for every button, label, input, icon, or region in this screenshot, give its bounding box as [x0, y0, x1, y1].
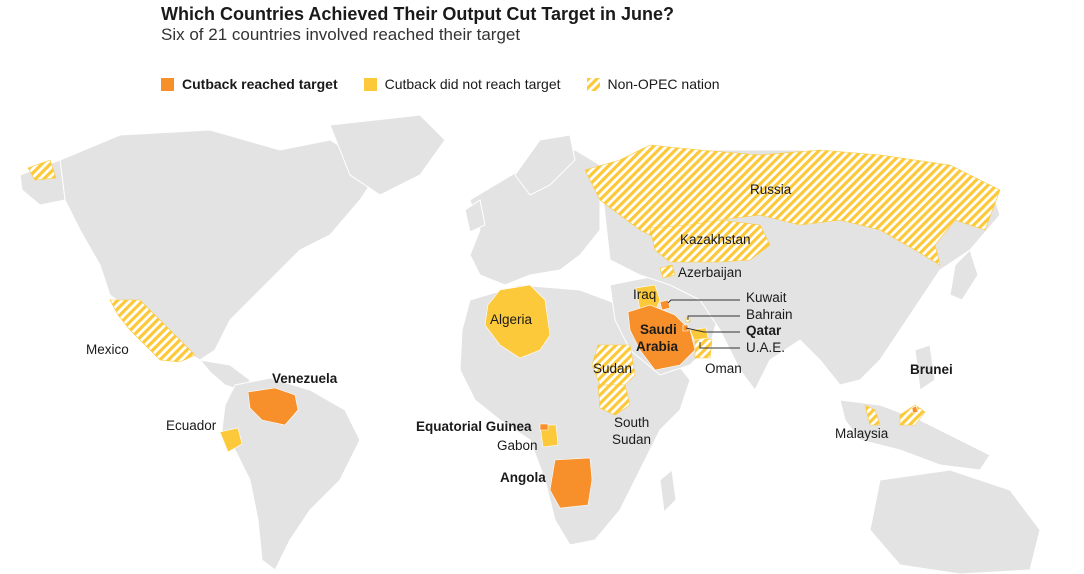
- non-opec-countries: [27, 144, 1001, 426]
- land-scandinavia: [514, 134, 576, 196]
- label-ecuador: Ecuador: [166, 418, 217, 433]
- country-malaysia-east: [899, 404, 926, 426]
- country-malaysia-west: [864, 404, 881, 426]
- country-ecuador: [219, 427, 243, 453]
- country-brunei: [911, 405, 919, 414]
- label-oman: Oman: [705, 361, 742, 376]
- country-azerbaijan: [659, 264, 676, 279]
- leader-uae: [699, 342, 740, 349]
- opec-reached: [247, 299, 919, 509]
- land-japan: [949, 249, 979, 301]
- label-mexico: Mexico: [86, 342, 129, 357]
- land-north-america: [59, 129, 381, 361]
- legend-item-reached: Cutback reached target: [161, 76, 338, 92]
- land-se-asia: [839, 399, 991, 471]
- country-south-sudan: [597, 384, 631, 416]
- label-algeria: Algeria: [490, 312, 533, 327]
- legend-label-non-opec: Non-OPEC nation: [607, 76, 720, 92]
- country-angola: [549, 457, 593, 509]
- legend-label-reached: Cutback reached target: [182, 76, 338, 92]
- land-alaska: [19, 159, 66, 206]
- label-south-sudan-1: South: [614, 415, 649, 430]
- land-madagascar: [659, 469, 677, 514]
- label-uae: U.A.E.: [746, 340, 785, 355]
- leader-kuwait: [667, 299, 740, 304]
- label-bahrain: Bahrain: [746, 307, 793, 322]
- country-bahrain: [685, 317, 691, 323]
- label-eq-guinea: Equatorial Guinea: [416, 419, 532, 434]
- land-central-america: [198, 359, 251, 393]
- legend-item-not-reached: Cutback did not reach target: [363, 76, 561, 92]
- country-oman: [694, 334, 713, 359]
- country-labels: Russia Kazakhstan Azerbaijan Iraq Kuwait…: [86, 182, 953, 485]
- label-gabon: Gabon: [497, 438, 538, 453]
- label-brunei: Brunei: [910, 362, 953, 377]
- label-sudan: Sudan: [593, 361, 632, 376]
- country-venezuela: [247, 387, 299, 426]
- country-kazakhstan: [649, 219, 771, 263]
- legend-label-not-reached: Cutback did not reach target: [384, 76, 561, 92]
- label-venezuela: Venezuela: [272, 371, 338, 386]
- opec-not-reached: [219, 284, 709, 453]
- land-philippines: [914, 344, 936, 391]
- leader-lines: [667, 299, 740, 349]
- label-south-sudan-2: Sudan: [612, 432, 651, 447]
- legend: Cutback reached target Cutback did not r…: [161, 76, 720, 92]
- label-azerbaijan: Azerbaijan: [678, 265, 742, 280]
- land-europe: [469, 149, 601, 286]
- label-saudi-2: Arabia: [636, 339, 679, 354]
- chart-title: Which Countries Achieved Their Output Cu…: [161, 4, 675, 24]
- country-sudan: [591, 344, 636, 386]
- country-mexico: [109, 299, 196, 363]
- label-qatar: Qatar: [746, 323, 782, 338]
- land-uk: [464, 199, 486, 233]
- label-kazakhstan: Kazakhstan: [680, 232, 751, 247]
- leader-bahrain: [687, 315, 740, 320]
- land-australia: [869, 469, 1041, 574]
- country-iraq: [635, 284, 661, 313]
- country-equatorial-guinea: [539, 423, 549, 431]
- label-kuwait: Kuwait: [746, 290, 787, 305]
- country-qatar: [682, 324, 689, 332]
- legend-swatch-reached: [161, 77, 174, 91]
- country-saudi-arabia: [627, 304, 696, 371]
- land-middle-east: [609, 274, 721, 376]
- land-greenland: [329, 114, 446, 196]
- country-kuwait: [659, 299, 671, 311]
- country-russia: [584, 144, 1001, 266]
- country-algeria: [484, 284, 551, 359]
- label-russia: Russia: [750, 182, 792, 197]
- country-uae: [689, 327, 709, 341]
- label-angola: Angola: [500, 470, 546, 485]
- label-iraq: Iraq: [633, 287, 656, 302]
- land-south-america: [221, 377, 361, 571]
- label-malaysia: Malaysia: [835, 426, 889, 441]
- legend-swatch-not-reached: [363, 77, 377, 91]
- chart-subtitle: Six of 21 countries involved reached the…: [161, 25, 521, 44]
- legend-swatch-non-opec: [586, 77, 600, 91]
- land-africa: [459, 284, 691, 546]
- leader-qatar: [685, 327, 740, 333]
- country-gabon: [539, 424, 559, 448]
- land-base: [19, 114, 1041, 574]
- label-saudi-1: Saudi: [640, 322, 677, 337]
- country-alaska-hatch: [27, 159, 57, 181]
- legend-item-non-opec: Non-OPEC nation: [586, 76, 720, 92]
- land-asia: [599, 149, 1001, 391]
